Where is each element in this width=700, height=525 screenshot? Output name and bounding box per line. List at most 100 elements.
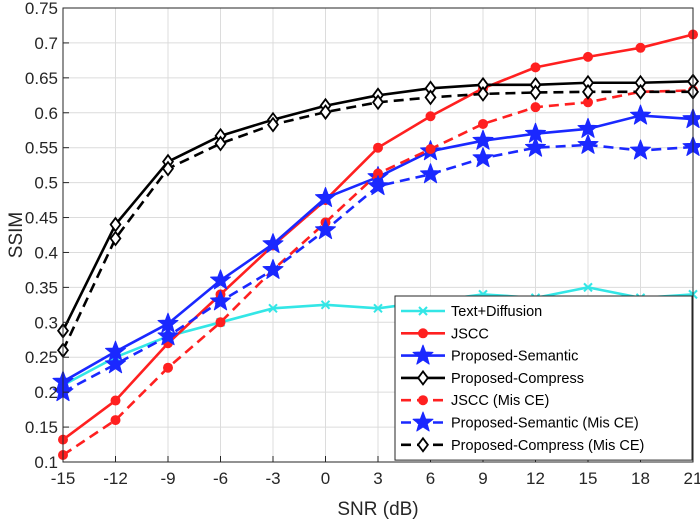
data-point (267, 116, 279, 133)
data-point (634, 83, 647, 100)
data-point (110, 415, 121, 426)
data-point (472, 129, 494, 150)
legend-label: JSCC (Mis CE) (451, 393, 549, 409)
data-point (577, 117, 599, 138)
data-point (530, 102, 541, 113)
data-point (319, 104, 332, 121)
y-tick-label: 0.35 (25, 278, 58, 297)
data-point (320, 300, 331, 310)
data-point (682, 108, 700, 129)
y-tick-label: 0.2 (34, 383, 58, 402)
data-point (630, 139, 651, 160)
y-tick-label: 0.4 (34, 243, 58, 262)
x-tick-label: -6 (213, 469, 228, 488)
legend-label: Proposed-Semantic (Mis CE) (451, 416, 639, 432)
y-tick-label: 0.1 (34, 453, 58, 472)
data-point (425, 111, 436, 122)
data-point (110, 395, 121, 406)
x-tick-label: 12 (526, 469, 545, 488)
x-tick-label: 15 (579, 469, 598, 488)
data-point (583, 51, 593, 62)
data-point (315, 186, 336, 207)
legend-label: Proposed-Semantic (451, 349, 578, 365)
data-point (214, 135, 227, 152)
x-tick-label: 9 (478, 469, 487, 488)
series-proposed-semantic-mis-ce (52, 133, 700, 402)
legend-marker (417, 369, 429, 386)
data-point (525, 136, 546, 157)
data-point (472, 147, 494, 168)
x-tick-label: -12 (103, 469, 128, 488)
data-point (163, 362, 173, 373)
data-point (635, 42, 646, 53)
x-tick-label: 3 (373, 469, 382, 488)
y-tick-label: 0.3 (34, 313, 58, 332)
data-point (477, 85, 489, 102)
series-proposed-compress-mis-ce (57, 83, 699, 359)
data-point (315, 219, 336, 240)
series-layer (52, 29, 700, 461)
legend-marker (417, 436, 429, 453)
legend-label: JSCC (451, 326, 489, 342)
data-point (582, 83, 594, 100)
data-point (373, 303, 383, 314)
legend-label: Text+Diffusion (451, 304, 542, 320)
legend-marker (418, 328, 428, 339)
y-tick-label: 0.6 (34, 104, 58, 123)
data-point (268, 303, 278, 314)
x-tick-label: 21 (684, 469, 700, 488)
legend-item: Text+Diffusion (401, 304, 542, 320)
data-point (577, 133, 599, 154)
legend-item: Proposed-Compress (Mis CE) (401, 436, 644, 454)
data-point (210, 269, 231, 290)
data-point (262, 258, 284, 279)
x-tick-label: -9 (160, 469, 175, 488)
data-point (210, 290, 231, 311)
x-tick-label: -15 (51, 469, 76, 488)
legend-marker (418, 306, 428, 316)
x-tick-label: 18 (631, 469, 650, 488)
legend-marker (412, 411, 434, 432)
data-point (373, 142, 383, 153)
data-point (424, 89, 437, 106)
y-tick-label: 0.15 (25, 418, 58, 437)
data-point (367, 175, 389, 196)
legend-item: Proposed-Semantic (Mis CE) (401, 411, 639, 432)
data-point (583, 282, 593, 293)
data-point (530, 62, 541, 73)
legend-label: Proposed-Compress (Mis CE) (451, 438, 644, 454)
data-point (162, 160, 174, 177)
data-point (682, 135, 700, 156)
y-tick-label: 0.5 (34, 174, 58, 193)
y-tick-label: 0.45 (25, 209, 58, 228)
tick-labels: -15 -12 -9 -6 -3 0 3 6 9 12 15 18 21 0.1 0.15 0.2 0.25 0.… (25, 0, 700, 488)
legend-item: Proposed-Compress (401, 369, 584, 387)
x-tick-label: 0 (321, 469, 330, 488)
y-tick-label: 0.65 (25, 69, 58, 88)
legend-item: JSCC (401, 326, 489, 342)
legend-item: JSCC (Mis CE) (401, 393, 549, 409)
legend-item: Proposed-Semantic (401, 344, 578, 365)
y-tick-label: 0.55 (25, 139, 58, 158)
legend: Text+Diffusion JSCC Proposed-Semantic Propo… (394, 295, 693, 461)
data-point (109, 230, 122, 247)
data-point (157, 325, 179, 346)
data-point (529, 84, 542, 101)
x-tick-label: 6 (426, 469, 435, 488)
x-tick-label: -3 (265, 469, 280, 488)
y-tick-label: 0.75 (25, 0, 58, 18)
y-tick-label: 0.7 (34, 34, 58, 53)
data-point (105, 353, 126, 374)
legend-marker (412, 344, 434, 365)
y-axis-label: SSIM (6, 212, 27, 258)
legend-marker (418, 395, 428, 406)
data-point (420, 163, 441, 184)
data-point (630, 104, 651, 125)
legend-label: Proposed-Compress (451, 371, 584, 387)
data-point (425, 144, 436, 155)
data-point (262, 233, 284, 254)
data-point (372, 94, 384, 111)
y-tick-label: 0.25 (25, 348, 58, 367)
data-point (478, 118, 488, 129)
